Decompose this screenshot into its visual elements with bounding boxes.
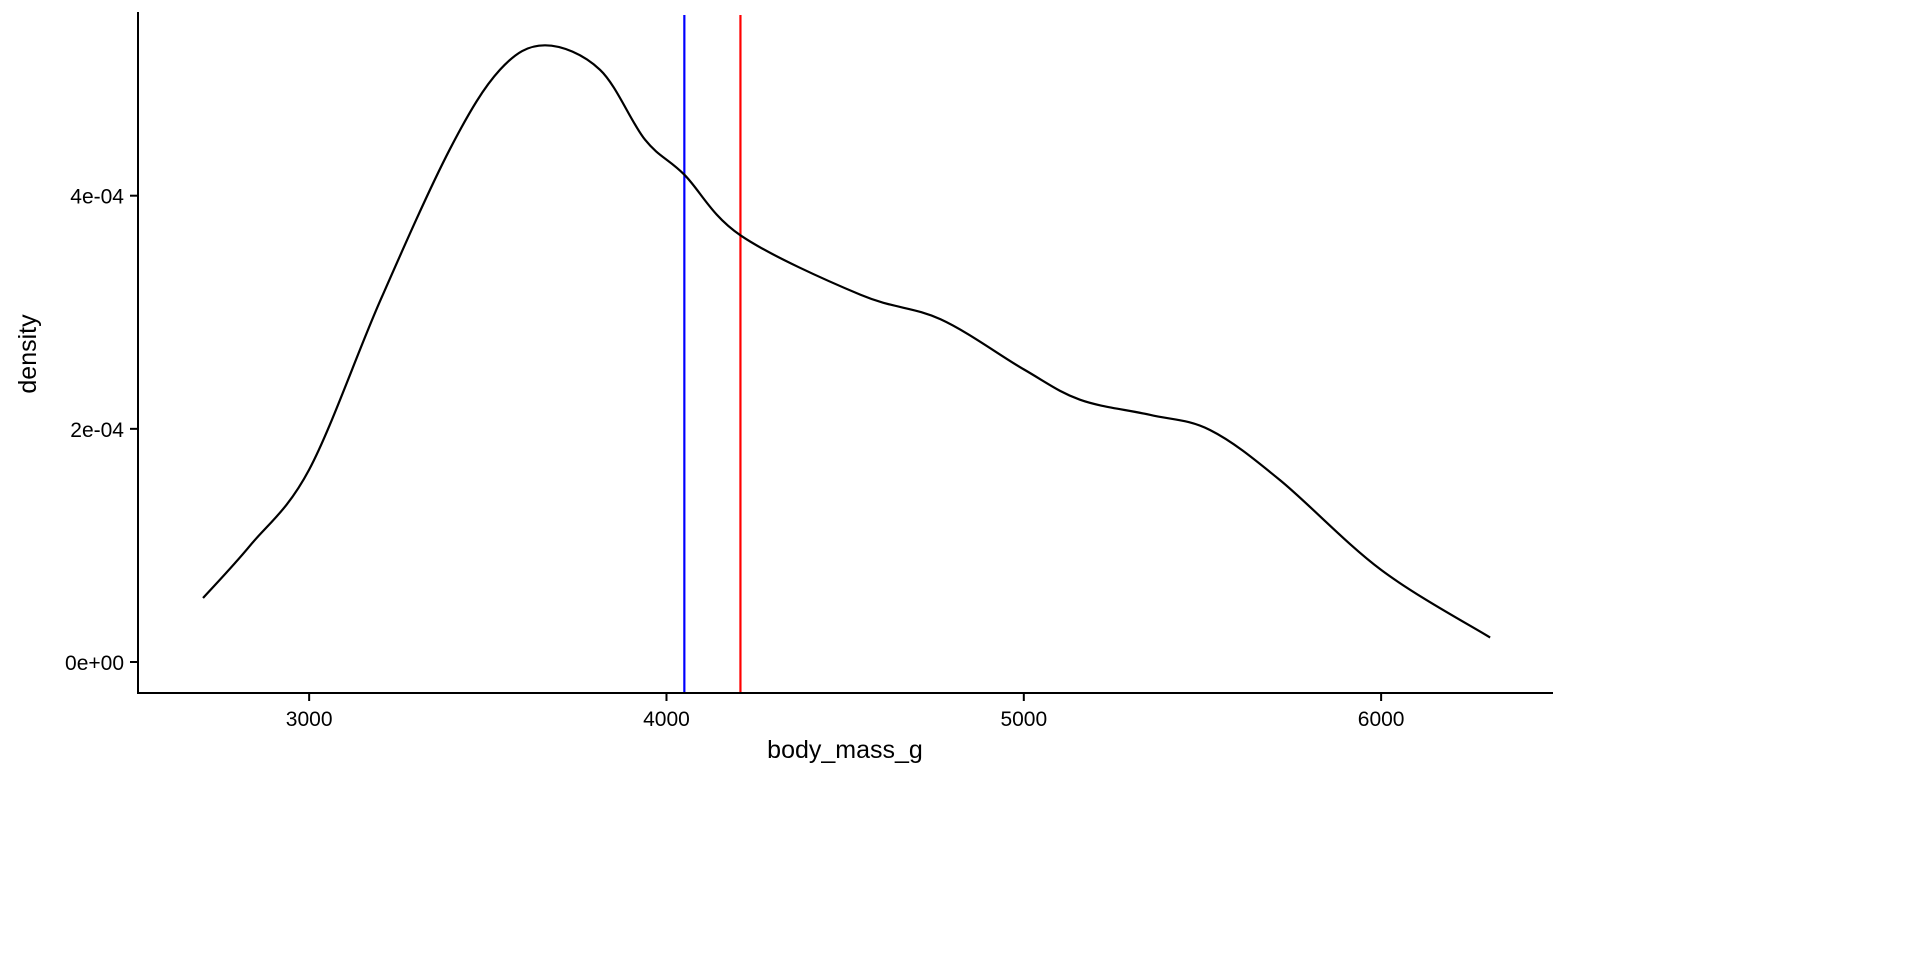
x-tick-label: 5000 [1000,708,1047,731]
y-tick-label: 2e-04 [70,419,124,442]
y-axis-label: density [14,314,42,394]
y-tick-label: 4e-04 [70,186,124,209]
x-axis-label: body_mass_g [767,736,923,764]
density-curve [202,44,1491,639]
x-tick-label: 6000 [1358,708,1405,731]
x-tick-label: 3000 [286,708,333,731]
y-tick-label: 0e+00 [65,652,124,675]
x-tick-label: 4000 [643,708,690,731]
